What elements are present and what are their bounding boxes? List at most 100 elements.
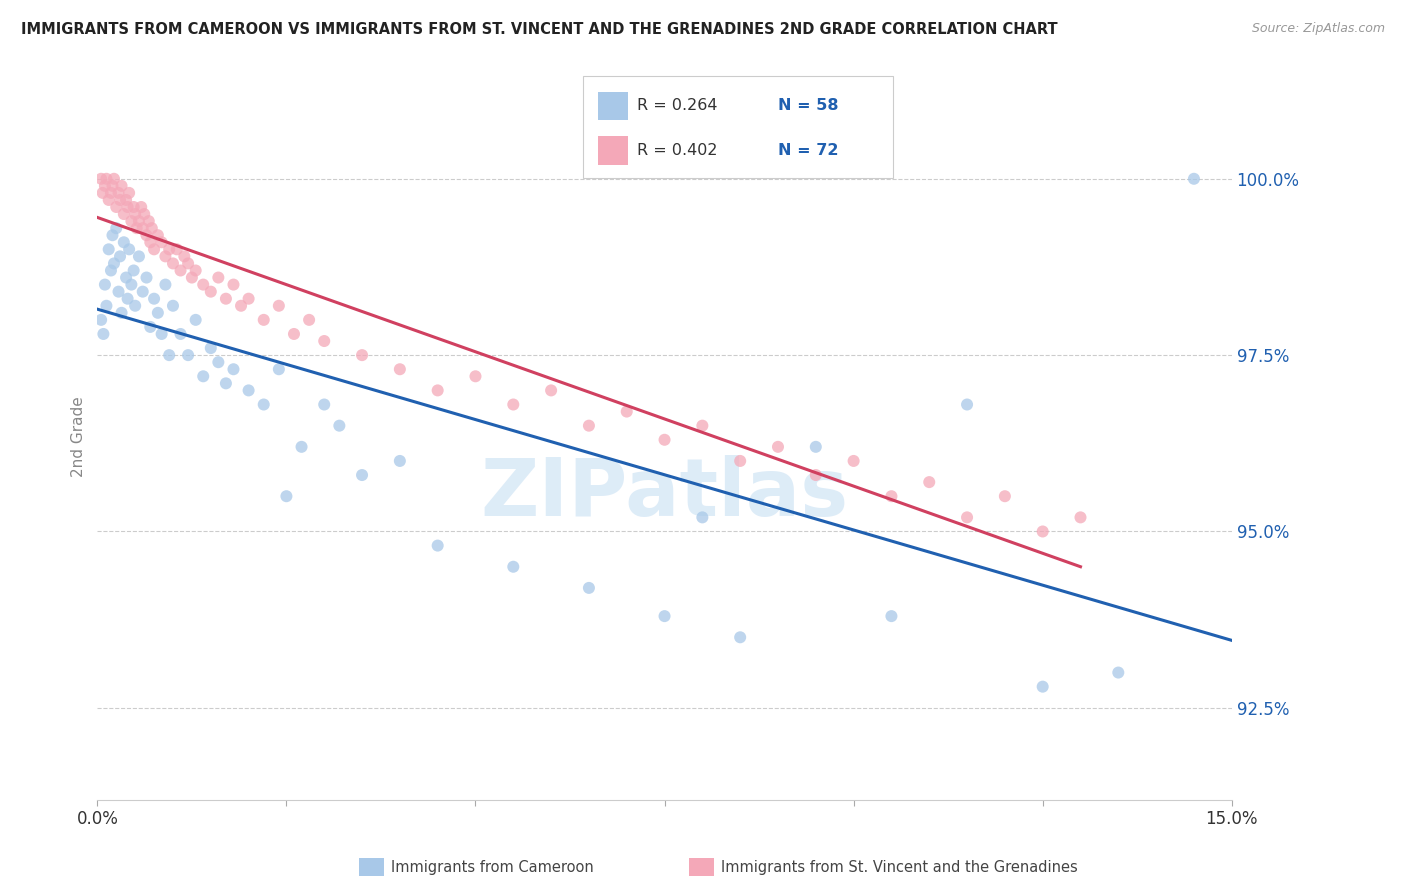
- Point: [143, 292, 166, 306]
- Point: [157, 348, 180, 362]
- Point: [578, 418, 600, 433]
- Point: [169, 326, 191, 341]
- Text: R = 0.402: R = 0.402: [637, 144, 717, 158]
- Point: [238, 384, 260, 398]
- Point: [328, 418, 350, 433]
- Point: [880, 489, 903, 503]
- Point: [91, 186, 114, 200]
- Point: [134, 207, 156, 221]
- Point: [540, 384, 562, 398]
- Point: [502, 559, 524, 574]
- Point: [143, 243, 166, 257]
- Point: [101, 178, 124, 193]
- Point: [692, 510, 714, 524]
- Point: [141, 221, 163, 235]
- Point: [157, 243, 180, 257]
- Point: [184, 313, 207, 327]
- Point: [105, 221, 128, 235]
- Point: [97, 193, 120, 207]
- Point: [222, 277, 245, 292]
- Point: [108, 249, 131, 263]
- Text: ZIPatlas: ZIPatlas: [481, 456, 849, 533]
- Point: [426, 384, 449, 398]
- Point: [1107, 665, 1129, 680]
- Point: [804, 468, 827, 483]
- Point: [105, 200, 128, 214]
- Point: [146, 306, 169, 320]
- Point: [426, 539, 449, 553]
- Point: [1182, 171, 1205, 186]
- Point: [128, 249, 150, 263]
- Point: [139, 235, 162, 250]
- Point: [207, 355, 229, 369]
- Point: [100, 186, 122, 200]
- Point: [96, 299, 118, 313]
- Point: [253, 313, 276, 327]
- Point: [918, 475, 941, 489]
- Point: [283, 326, 305, 341]
- Point: [200, 285, 222, 299]
- Point: [94, 277, 117, 292]
- Point: [238, 292, 260, 306]
- Point: [132, 221, 155, 235]
- Point: [388, 362, 411, 376]
- Point: [162, 299, 184, 313]
- Point: [842, 454, 865, 468]
- Point: [120, 277, 142, 292]
- Point: [956, 397, 979, 411]
- Point: [135, 270, 157, 285]
- Text: N = 58: N = 58: [778, 98, 838, 112]
- Point: [122, 200, 145, 214]
- Point: [184, 263, 207, 277]
- Point: [103, 256, 125, 270]
- Point: [169, 263, 191, 277]
- Point: [94, 178, 117, 193]
- Point: [103, 171, 125, 186]
- Point: [692, 418, 714, 433]
- Point: [129, 200, 152, 214]
- Point: [267, 299, 290, 313]
- Point: [117, 292, 139, 306]
- Point: [173, 249, 195, 263]
- Point: [464, 369, 486, 384]
- Point: [139, 319, 162, 334]
- Point: [122, 263, 145, 277]
- Point: [150, 235, 173, 250]
- Point: [124, 299, 146, 313]
- Point: [135, 228, 157, 243]
- Point: [125, 221, 148, 235]
- Point: [994, 489, 1017, 503]
- Point: [654, 609, 676, 624]
- Point: [180, 270, 202, 285]
- Point: [388, 454, 411, 468]
- Point: [766, 440, 789, 454]
- Point: [253, 397, 276, 411]
- Point: [118, 243, 141, 257]
- Point: [132, 285, 155, 299]
- Point: [120, 214, 142, 228]
- Point: [350, 348, 373, 362]
- Text: R = 0.264: R = 0.264: [637, 98, 717, 112]
- Point: [298, 313, 321, 327]
- Point: [118, 186, 141, 200]
- Point: [166, 243, 188, 257]
- Point: [314, 397, 336, 411]
- Point: [880, 609, 903, 624]
- Point: [115, 193, 138, 207]
- Point: [350, 468, 373, 483]
- Point: [112, 235, 135, 250]
- Point: [162, 256, 184, 270]
- Point: [124, 207, 146, 221]
- Point: [1032, 524, 1054, 539]
- Point: [578, 581, 600, 595]
- Point: [215, 376, 238, 391]
- Point: [90, 313, 112, 327]
- Point: [138, 214, 160, 228]
- Text: Immigrants from St. Vincent and the Grenadines: Immigrants from St. Vincent and the Gren…: [721, 860, 1078, 874]
- Point: [1069, 510, 1091, 524]
- Point: [290, 440, 312, 454]
- Point: [115, 270, 138, 285]
- Text: Immigrants from Cameroon: Immigrants from Cameroon: [391, 860, 593, 874]
- Point: [112, 207, 135, 221]
- Point: [90, 171, 112, 186]
